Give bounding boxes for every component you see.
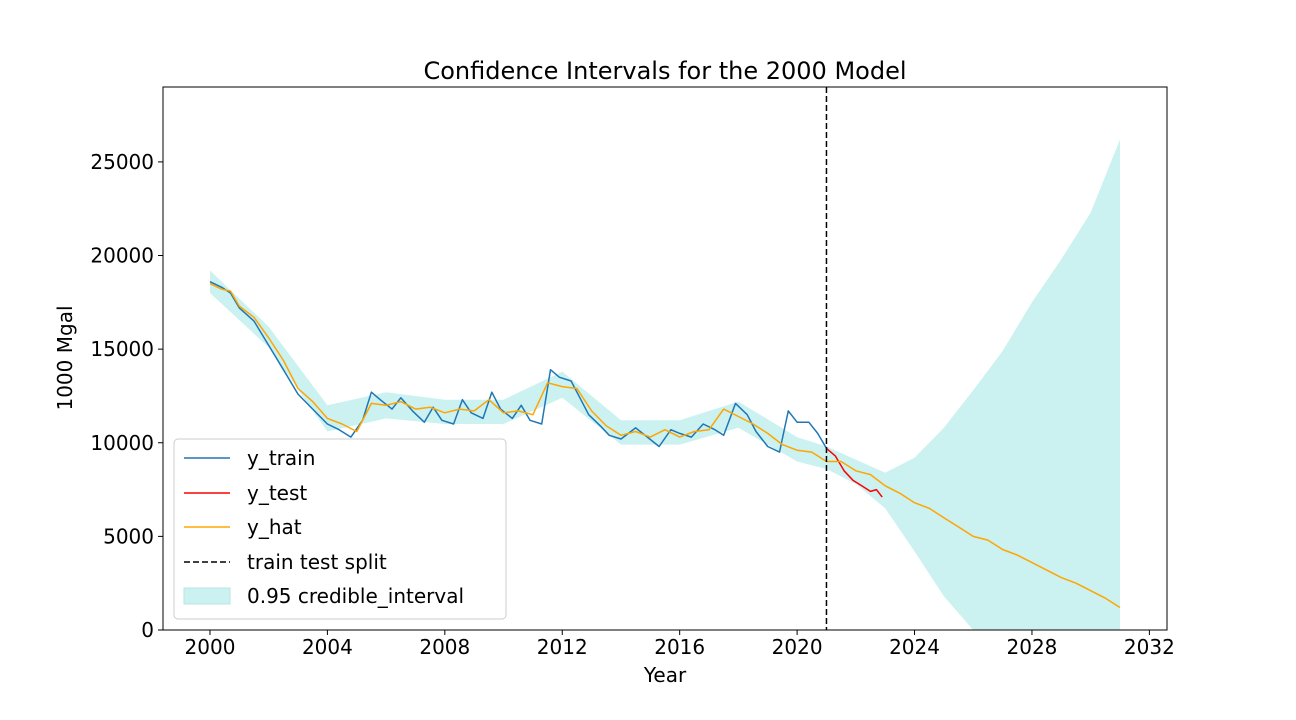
x-tick-label: 2028 (1007, 635, 1058, 659)
y-tick-label: 20000 (90, 244, 154, 268)
y-tick-label: 0 (141, 618, 154, 642)
legend-label-y-test: y_test (247, 481, 307, 505)
y-tick-label: 5000 (103, 524, 154, 548)
x-tick-label: 2012 (537, 635, 588, 659)
x-tick-label: 2024 (889, 635, 940, 659)
plot-layer (209, 87, 1121, 630)
x-tick-label: 2020 (772, 635, 823, 659)
chart-title: Confidence Intervals for the 2000 Model (423, 57, 906, 85)
plot-frame (162, 86, 1168, 631)
y-tick-label: 25000 (90, 150, 154, 174)
credible-interval-band (210, 139, 1120, 630)
x-tick-label: 2016 (654, 635, 705, 659)
series-line-y-hat (209, 282, 1121, 609)
legend-label-0-95-credible-interval: 0.95 credible_interval (247, 584, 464, 608)
y-tick-label: 15000 (90, 337, 154, 361)
x-axis-label: Year (643, 663, 687, 687)
x-tick-label: 2032 (1124, 635, 1175, 659)
x-axis: 2000 2004 2008 2012 2016 2020 2024 2028 2032 (185, 630, 1175, 659)
x-tick-label: 2004 (302, 635, 353, 659)
y-axis-label: 1000 Mgal (53, 305, 77, 410)
legend-label-y-hat: y_hat (247, 515, 302, 539)
series-line-y-test (826, 447, 883, 498)
legend-label-train-test-split: train test split (247, 550, 387, 574)
x-tick-label: 2008 (419, 635, 470, 659)
legend-box (173, 438, 507, 620)
x-tick-label: 2000 (185, 635, 236, 659)
legend-label-y-train: y_train (247, 446, 315, 470)
y-tick-label: 10000 (90, 431, 154, 455)
legend-swatch-0-95-credible-interval (183, 587, 231, 605)
y-axis: 0 5000 10000 15000 20000 25000 (90, 150, 163, 642)
